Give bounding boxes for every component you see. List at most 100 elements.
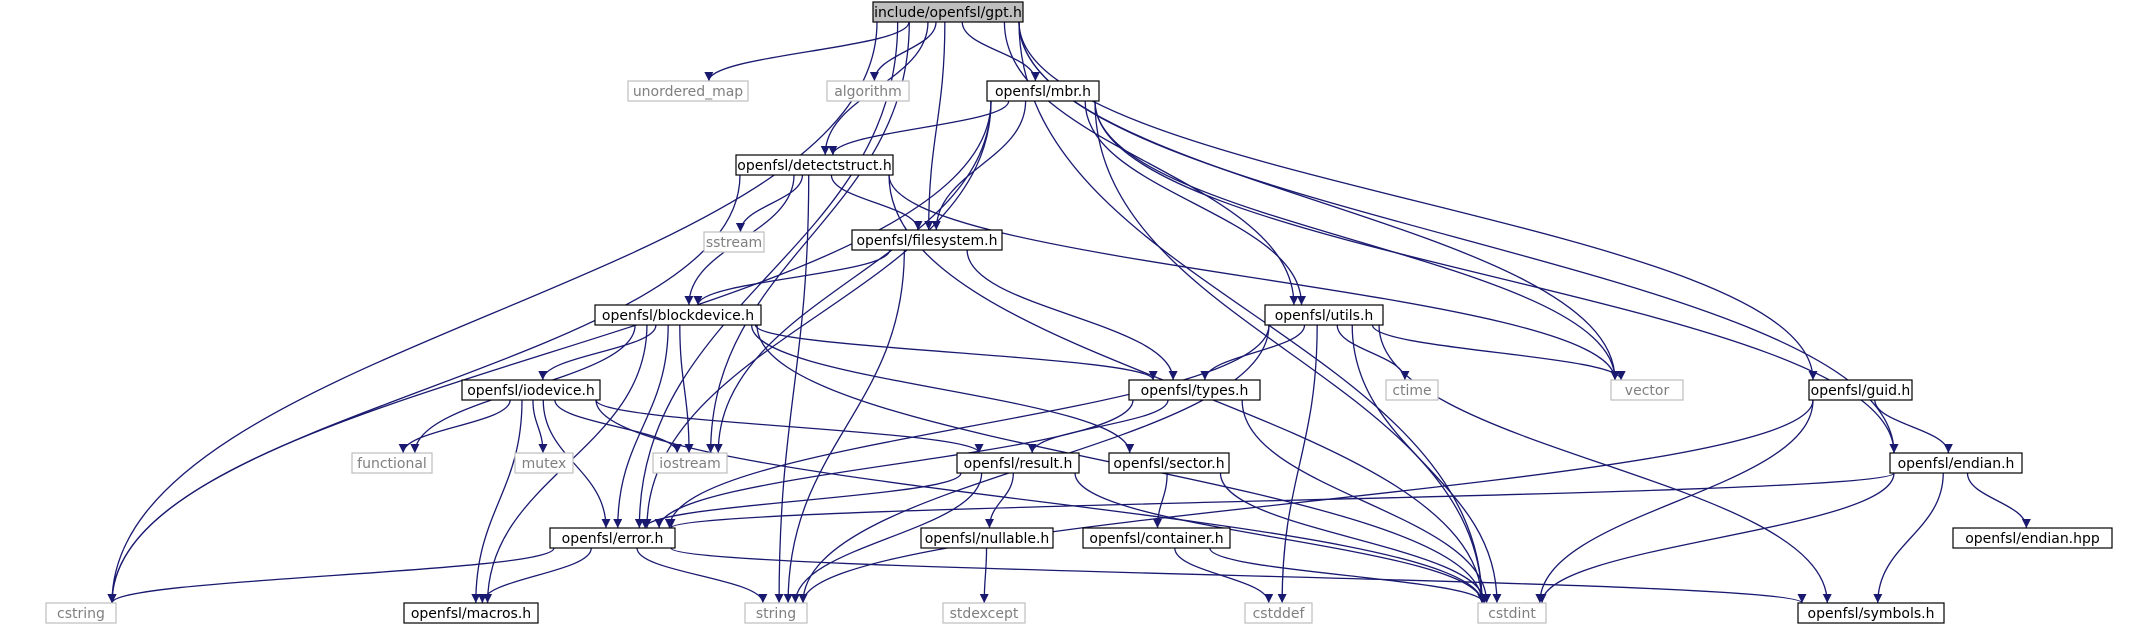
node-label-endianhpp: openfsl/endian.hpp [1965, 531, 2100, 547]
edge-endian-to-symbols [1873, 472, 1944, 604]
node-ctime: ctime [1385, 379, 1439, 401]
node-box-vector [1610, 379, 1684, 401]
node-label-functional: functional [357, 456, 427, 472]
node-iodevice[interactable]: openfsl/iodevice.h [461, 379, 601, 401]
node-label-vector: vector [1625, 383, 1670, 399]
node-vector: vector [1610, 379, 1684, 401]
node-label-iostream: iostream [659, 456, 721, 472]
edge-error-to-macros [477, 547, 592, 604]
node-label-cstddef: cstddef [1253, 606, 1306, 622]
node-box-cstdint [1477, 602, 1547, 624]
edge-utils-to-cstddef [1277, 324, 1318, 604]
node-gpt[interactable]: include/openfsl/gpt.h [872, 1, 1024, 23]
node-error[interactable]: openfsl/error.h [549, 527, 676, 549]
edge-filesystem-to-blockdevice [693, 249, 891, 306]
node-label-sstream: sstream [706, 235, 762, 251]
edge-iodevice-to-macros [471, 399, 523, 604]
node-box-string [744, 602, 808, 624]
edge-utils-to-symbols [1378, 324, 1832, 604]
node-label-gpt: include/openfsl/gpt.h [874, 5, 1022, 21]
node-guid[interactable]: openfsl/guid.h [1808, 379, 1913, 401]
edge-gpt-to-cstring [107, 21, 878, 604]
edge-blockdevice-to-sector [751, 324, 1135, 454]
edge-utils-to-vector [1371, 324, 1626, 381]
edge-gpt-to-unordered_map [704, 21, 910, 82]
node-blockdevice[interactable]: openfsl/blockdevice.h [594, 304, 762, 326]
edge-blockdevice-to-error [613, 324, 669, 529]
node-label-utils: openfsl/utils.h [1275, 308, 1374, 324]
node-layer: include/openfsl/gpt.h unordered_map algori… [45, 1, 2113, 624]
node-label-algorithm: algorithm [834, 84, 902, 100]
node-box-mbr [986, 80, 1100, 102]
edge-mbr-to-filesystem [931, 100, 1027, 231]
edge-gpt-to-mbr [961, 21, 1040, 82]
edge-iodevice-to-error [542, 399, 611, 529]
node-cstdint: cstdint [1477, 602, 1547, 624]
edge-endian-to-error [666, 472, 1895, 529]
node-detectstruct[interactable]: openfsl/detectstruct.h [735, 154, 894, 176]
node-box-sstream [703, 231, 765, 253]
node-box-container [1082, 527, 1231, 549]
edge-result-to-nullable [984, 472, 1014, 529]
node-label-stdexcept: stdexcept [950, 606, 1019, 622]
node-box-result [956, 452, 1080, 474]
edge-gpt-to-error [634, 21, 899, 529]
node-label-container: openfsl/container.h [1089, 531, 1223, 547]
node-label-iodevice: openfsl/iodevice.h [467, 383, 595, 399]
node-box-macros [403, 602, 539, 624]
node-stdexcept: stdexcept [942, 602, 1026, 624]
edge-container-to-cstddef [1174, 547, 1274, 604]
node-box-algorithm [826, 80, 910, 102]
edge-error-to-string [636, 547, 768, 604]
node-filesystem[interactable]: openfsl/filesystem.h [851, 229, 1003, 251]
edge-types-to-result [1027, 399, 1169, 454]
node-label-error: openfsl/error.h [562, 531, 664, 547]
node-result[interactable]: openfsl/result.h [956, 452, 1080, 474]
node-label-macros: openfsl/macros.h [411, 606, 531, 622]
node-utils[interactable]: openfsl/utils.h [1264, 304, 1384, 326]
edge-mbr-to-utils [1084, 100, 1306, 306]
node-label-symbols: openfsl/symbols.h [1808, 606, 1935, 622]
node-container[interactable]: openfsl/container.h [1082, 527, 1231, 549]
node-label-string: string [756, 606, 796, 622]
node-box-cstring [45, 602, 117, 624]
edge-detectstruct-to-vector [888, 174, 1620, 381]
node-endianhpp[interactable]: openfsl/endian.hpp [1952, 527, 2113, 549]
node-label-endian: openfsl/endian.h [1898, 456, 2015, 472]
edge-filesystem-to-string [783, 249, 905, 604]
node-nullable[interactable]: openfsl/nullable.h [920, 527, 1054, 549]
node-label-types: openfsl/types.h [1141, 383, 1249, 399]
node-box-iodevice [461, 379, 601, 401]
node-endian[interactable]: openfsl/endian.h [1889, 452, 2023, 474]
edge-gpt-to-algorithm [869, 21, 937, 82]
node-box-utils [1264, 304, 1384, 326]
edge-guid-to-cstdint [1535, 399, 1814, 604]
edge-mbr-to-vector [1094, 100, 1620, 381]
node-label-nullable: openfsl/nullable.h [925, 531, 1050, 547]
node-box-endian [1889, 452, 2023, 474]
node-box-stdexcept [942, 602, 1026, 624]
node-label-blockdevice: openfsl/blockdevice.h [602, 308, 754, 324]
node-types[interactable]: openfsl/types.h [1128, 379, 1261, 401]
edge-sector-to-cstdint [1219, 472, 1490, 604]
node-mutex: mutex [514, 452, 574, 474]
node-sector[interactable]: openfsl/sector.h [1108, 452, 1230, 474]
edge-error-to-symbols [670, 547, 1807, 604]
node-box-error [549, 527, 676, 549]
node-label-detectstruct: openfsl/detectstruct.h [737, 158, 891, 174]
node-iostream: iostream [652, 452, 728, 474]
node-box-sector [1108, 452, 1230, 474]
edge-iodevice-to-functional [398, 399, 511, 454]
node-label-filesystem: openfsl/filesystem.h [856, 233, 997, 249]
node-box-detectstruct [735, 154, 894, 176]
node-symbols[interactable]: openfsl/symbols.h [1797, 602, 1945, 624]
edge-blockdevice-to-iostream [679, 324, 694, 454]
edge-guid-to-endian [1874, 399, 1953, 454]
edge-blockdevice-to-iodevice [538, 324, 657, 381]
node-algorithm: algorithm [826, 80, 910, 102]
edge-result-to-string [790, 472, 983, 604]
node-mbr[interactable]: openfsl/mbr.h [986, 80, 1100, 102]
node-macros[interactable]: openfsl/macros.h [403, 602, 539, 624]
node-functional: functional [351, 452, 433, 474]
